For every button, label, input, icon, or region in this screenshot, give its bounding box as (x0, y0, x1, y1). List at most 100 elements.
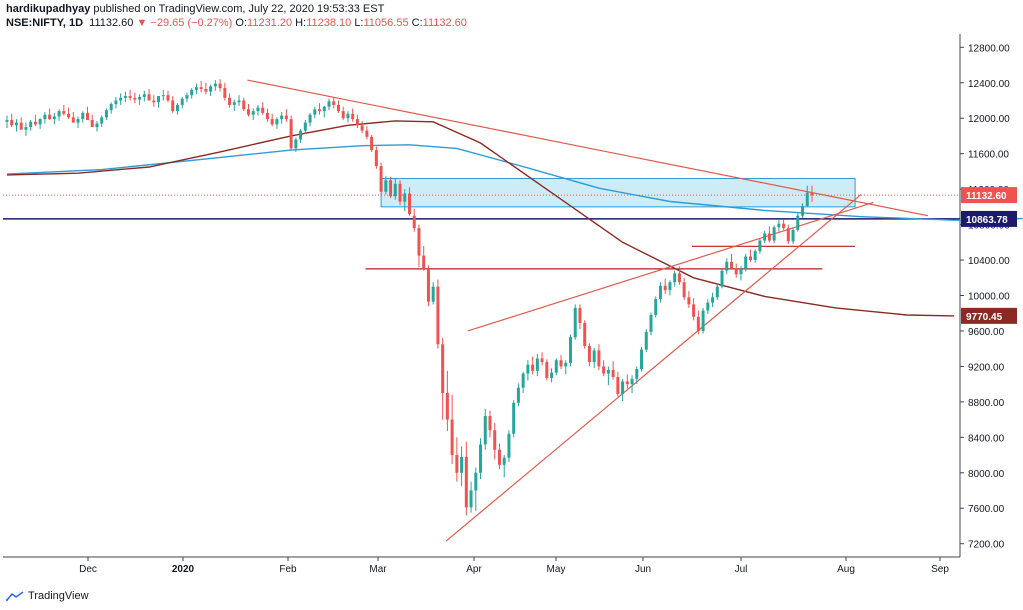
candle-body (232, 102, 236, 105)
candle-body (43, 114, 47, 120)
candle-body (805, 192, 809, 206)
symbol-name[interactable]: NSE:NIFTY, 1D (6, 17, 84, 29)
candle-body (336, 104, 340, 112)
candle-body (403, 193, 407, 202)
candle-body (351, 113, 355, 120)
candle-body (502, 457, 506, 465)
candle-body (133, 97, 137, 100)
candle-body (602, 366, 606, 374)
candle-body (587, 346, 591, 362)
candle-body (464, 456, 468, 508)
candle-body (592, 350, 596, 362)
candle-body (228, 97, 232, 105)
candle-body (715, 286, 719, 298)
candle-body (711, 297, 715, 303)
open-value: 11231.20 (247, 17, 293, 29)
candle-body (199, 87, 203, 89)
y-tick-label: 8000.00 (968, 469, 1005, 480)
price-label-box (961, 307, 1017, 324)
y-tick-label: 12000.00 (968, 114, 1010, 125)
candle-body (474, 472, 478, 491)
candle-body (426, 268, 430, 302)
candle-body (128, 96, 132, 98)
candle-body (10, 119, 14, 126)
candle-body (270, 119, 274, 125)
moving-average-blue (6, 144, 1023, 221)
publish-text: published on TradingView.com, July 22, 2… (90, 3, 385, 15)
candle-body (100, 117, 104, 124)
candle-body (332, 101, 336, 105)
candle-body (744, 256, 748, 269)
candle-body (445, 393, 449, 420)
price-change: ▼ −29.65 (−0.27%) (136, 17, 233, 29)
candle-body (786, 228, 790, 242)
candle-body (796, 215, 800, 230)
candle-body (166, 95, 170, 101)
candle-body (578, 307, 582, 323)
candle-body (313, 109, 317, 115)
candle-body (706, 302, 710, 311)
candle-body (308, 114, 312, 123)
candle-body (479, 444, 483, 473)
candle-body (545, 361, 549, 378)
candle-body (739, 268, 743, 275)
candle-body (531, 364, 535, 371)
candle-body (379, 166, 383, 192)
candle-body (223, 88, 227, 98)
candle-body (81, 112, 85, 120)
publisher-name[interactable]: hardikupadhyay (6, 3, 91, 15)
candle-body (280, 115, 284, 120)
candle-body (521, 373, 525, 388)
candle-body (644, 331, 648, 350)
candle-body (772, 227, 776, 241)
candle-body (119, 97, 123, 101)
candle-body (763, 233, 767, 241)
candle-body (275, 119, 279, 125)
candle-body (569, 337, 572, 363)
candle-body (322, 106, 326, 112)
candle-body (365, 130, 369, 137)
x-tick-label: Apr (466, 564, 482, 575)
symbol-legend: NSE:NIFTY, 1D 11132.60 ▼ −29.65 (−0.27%)… (6, 17, 467, 29)
x-tick-label: Dec (79, 564, 97, 575)
last-price: 11132.60 (89, 17, 134, 29)
candle-body (810, 192, 814, 196)
candle-body (616, 377, 620, 394)
candle-body (90, 119, 94, 128)
low-value: 11056.55 (363, 17, 409, 29)
y-tick-label: 9200.00 (968, 362, 1005, 373)
candle-body (327, 101, 331, 107)
candle-body (488, 416, 492, 431)
candle-body (299, 130, 303, 140)
price-label-box (961, 187, 1017, 204)
candle-body (33, 121, 37, 125)
candle-body (209, 86, 213, 92)
x-tick-label: Aug (837, 564, 855, 575)
candle-body (76, 119, 80, 123)
candle-body (114, 100, 118, 105)
candle-body (204, 88, 208, 92)
candle-body (52, 116, 56, 120)
candle-body (251, 111, 255, 115)
candle-body (692, 304, 696, 317)
candle-body (398, 183, 402, 202)
candle-body (38, 119, 42, 125)
y-tick-label: 10000.00 (968, 292, 1010, 303)
price-label-box (961, 210, 1017, 227)
candle-body (658, 285, 662, 300)
candle-body (123, 96, 127, 98)
candle-body (242, 100, 246, 110)
candle-body (730, 261, 733, 269)
candle-body (408, 193, 411, 214)
candle-body (422, 255, 426, 269)
tradingview-logo-icon (6, 591, 24, 601)
candle-body (654, 299, 658, 316)
candle-body (734, 268, 738, 275)
brand-name[interactable]: TradingView (28, 590, 89, 602)
y-tick-label: 8800.00 (968, 398, 1005, 409)
candle-body (294, 139, 298, 149)
rising-support-trendline (445, 193, 862, 542)
low-label: L: (354, 17, 364, 29)
candle-body (157, 96, 161, 103)
